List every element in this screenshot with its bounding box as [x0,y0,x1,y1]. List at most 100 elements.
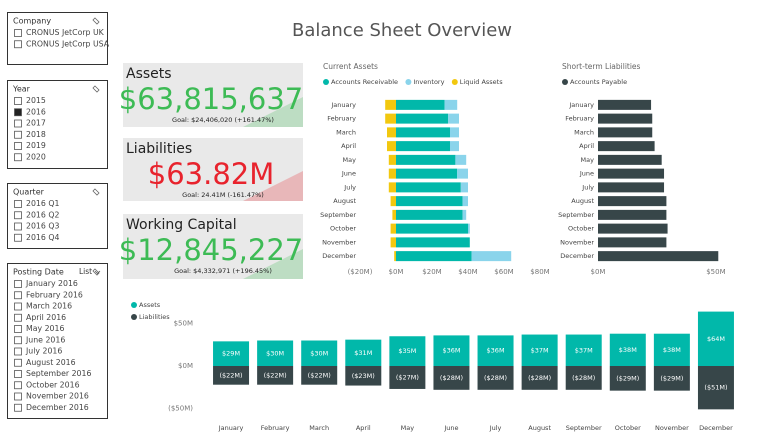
checkbox[interactable] [14,108,22,117]
slicer-item[interactable]: July 2016 [25,347,62,356]
slicer-item[interactable]: August 2016 [26,358,76,367]
legend-marker [131,302,137,308]
checkbox[interactable] [14,222,22,231]
bar [462,209,467,220]
checkbox[interactable] [14,392,22,401]
bar [521,366,558,390]
x-tick-label: May [401,424,415,432]
bar [390,223,396,234]
bar [257,366,294,385]
checkbox[interactable] [14,29,22,37]
checkbox[interactable] [14,119,22,128]
slicer-item[interactable]: 2016 Q3 [26,222,59,231]
x-tick-label: October [615,424,641,432]
data-label: ($22M) [264,371,287,379]
slicer-item[interactable]: April 2016 [26,313,66,322]
bar [389,366,426,389]
checkbox[interactable] [14,313,22,322]
slicer-item[interactable]: 2016 [26,107,46,116]
kpi-value: $12,845,227 [119,233,304,267]
x-tick-label: December [699,424,733,432]
slicer-item[interactable]: CRONUS JetCorp UK [26,28,105,37]
checkbox[interactable] [14,211,22,220]
bar [598,154,662,165]
slicer-item[interactable]: December 2016 [26,403,89,412]
data-label: ($23M) [352,372,375,380]
slicer-item[interactable]: March 2016 [26,302,72,311]
x-tick-label: $0M [591,268,606,276]
slicer-item[interactable]: January 2016 [25,279,78,288]
y-tick-label: April [579,142,594,150]
bar [388,182,396,193]
checkbox[interactable] [14,370,22,378]
bar [396,141,450,152]
checkbox[interactable] [14,336,22,345]
kpi-goal: Goal: $4,332,971 (+196.45%) [174,267,272,275]
slicer-item[interactable]: May 2016 [26,324,64,333]
slicer-item[interactable]: 2020 [26,152,46,161]
legend-label: Accounts Payable [570,78,627,86]
bar [396,196,463,207]
slicer-item[interactable]: November 2016 [26,392,89,401]
y-tick-label: August [333,197,356,205]
slicer-item[interactable]: 2017 [26,119,46,128]
bar [396,99,445,110]
checkbox[interactable] [14,40,22,49]
bar [387,127,396,138]
checkbox[interactable] [14,347,22,356]
clear-icon[interactable] [92,17,100,25]
slicer-box [7,12,108,65]
slicer-item[interactable]: 2016 Q2 [26,210,59,219]
slicer-item[interactable]: October 2016 [26,380,80,389]
checkbox[interactable] [14,97,22,105]
checkbox[interactable] [14,381,22,390]
y-tick-label: November [560,238,594,246]
slicer-box [7,183,108,249]
bar [396,237,470,248]
slicer-item[interactable]: 2016 Q1 [26,199,59,208]
checkbox[interactable] [14,130,22,139]
checkbox[interactable] [14,291,22,300]
slicer-item[interactable]: CRONUS JetCorp USA [26,39,110,48]
checkbox[interactable] [14,325,22,333]
bar [345,339,382,366]
checkbox[interactable] [14,200,22,208]
y-tick-label: January [330,101,356,109]
bar [598,141,655,152]
x-tick-label: $20M [422,268,441,276]
slicer-item[interactable]: June 2016 [25,335,65,344]
bar [477,366,514,390]
checkbox[interactable] [14,358,22,367]
slicer-item[interactable]: 2018 [26,130,46,139]
y-tick-label: February [327,115,356,123]
y-tick-label: May [343,156,357,164]
bar [396,209,463,220]
slicer-item[interactable]: 2016 Q4 [26,233,59,242]
checkbox[interactable] [14,403,22,412]
slicer-mode[interactable]: List [79,267,92,276]
slicer-item[interactable]: February 2016 [26,290,83,299]
checkbox[interactable] [14,153,22,162]
checkbox[interactable] [14,233,22,242]
dropdown-chevron[interactable] [94,270,101,275]
kpi-title: Working Capital [126,217,237,233]
checkbox[interactable] [14,302,22,311]
slicer-item[interactable]: 2015 [26,96,46,105]
checkbox[interactable] [14,280,22,288]
slicer-item[interactable]: September 2016 [26,369,91,378]
checkbox[interactable] [14,142,22,150]
data-label: $37M [531,346,549,354]
bar [653,333,690,366]
clear-icon[interactable] [92,188,100,196]
bar [392,209,396,220]
kpi-value: $63.82M [148,157,275,191]
bar [257,340,294,366]
slicer-item[interactable]: 2019 [26,141,46,150]
bar [460,182,468,193]
clear-icon[interactable] [92,85,100,93]
page-title: Balance Sheet Overview [292,20,512,41]
clear-icon[interactable] [92,268,100,276]
y-tick-label: $50M [174,320,193,328]
kpi-title: Liabilities [126,141,192,157]
bar [301,366,338,385]
